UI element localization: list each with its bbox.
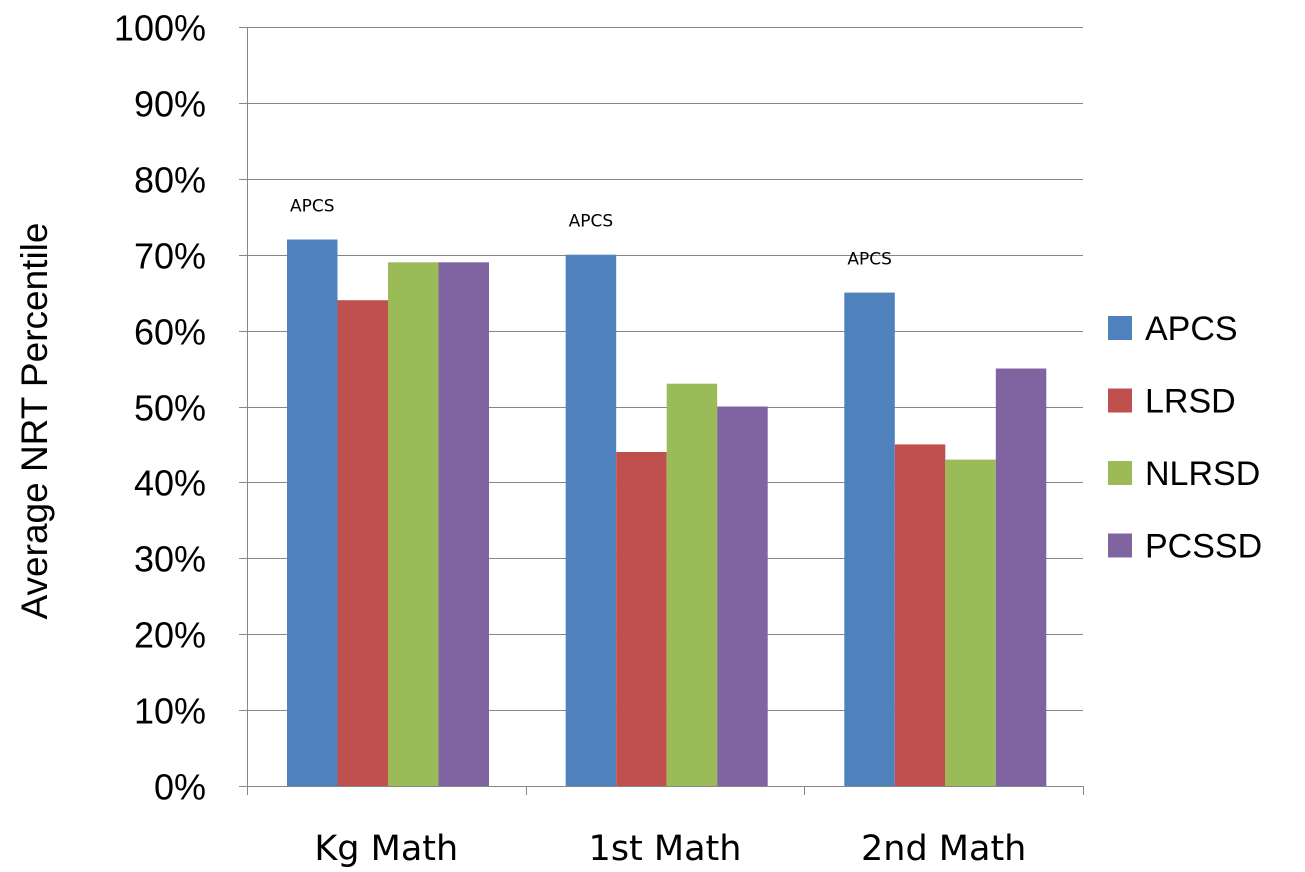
bar — [565, 254, 617, 786]
legend-label: NLRSD — [1145, 455, 1260, 493]
bars — [287, 239, 1047, 786]
bar — [438, 262, 489, 786]
axes — [239, 27, 1084, 795]
x-tick-labels: Kg Math 1st Math 2nd Math — [314, 829, 1026, 869]
bar — [717, 406, 768, 786]
legend-swatch — [1108, 316, 1132, 340]
annotation-label: APCS — [847, 250, 892, 270]
annotation-label: APCS — [290, 196, 335, 216]
y-tick-label: 40% — [134, 463, 206, 504]
legend-label: PCSSD — [1145, 528, 1262, 566]
bar — [995, 368, 1047, 786]
y-tick-label: 0% — [154, 767, 206, 808]
legend-label: APCS — [1145, 310, 1238, 348]
bar — [388, 262, 439, 786]
y-tick-labels: 0% 10% 20% 30% 40% 50% 60% 70% 80% 90% 100% — [114, 8, 206, 808]
legend-label: LRSD — [1145, 383, 1236, 421]
legend-swatch — [1108, 461, 1132, 485]
bar — [666, 383, 718, 786]
annotations: APCS APCS APCS — [290, 196, 892, 269]
y-tick-label: 60% — [134, 312, 206, 353]
x-tick-label: 1st Math — [589, 829, 742, 869]
x-tick-label: Kg Math — [314, 829, 458, 869]
y-tick-label: 30% — [134, 539, 206, 580]
y-tick-label: 10% — [134, 691, 206, 732]
y-tick-label: 80% — [134, 160, 206, 201]
y-tick-label: 90% — [134, 84, 206, 125]
legend-swatch — [1108, 533, 1132, 558]
y-axis-label: Average NRT Percentile — [14, 223, 55, 620]
legend-swatch — [1108, 388, 1132, 413]
bar — [894, 444, 946, 786]
y-tick-label: 20% — [134, 615, 206, 656]
legend: APCS LRSD NLRSD PCSSD — [1108, 310, 1262, 566]
y-tick-label: 100% — [114, 8, 206, 49]
y-tick-label: 70% — [134, 236, 206, 277]
bar — [844, 292, 895, 786]
bar — [616, 452, 667, 786]
x-tick-label: 2nd Math — [861, 829, 1026, 869]
bar — [945, 459, 996, 786]
bar — [287, 239, 338, 786]
y-tick-label: 50% — [134, 388, 206, 429]
bar — [337, 300, 388, 786]
annotation-label: APCS — [569, 212, 614, 232]
